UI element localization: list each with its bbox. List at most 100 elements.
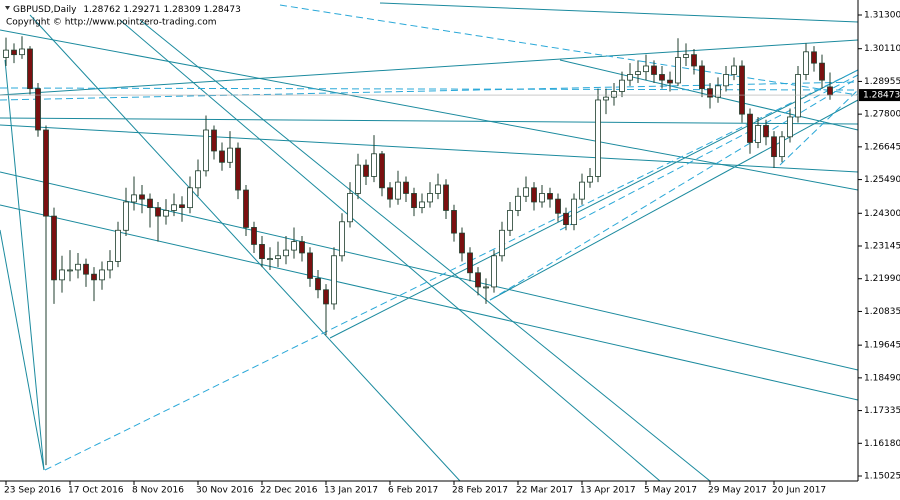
candle-body (251, 227, 257, 245)
candle-body (627, 74, 633, 81)
candle-body (75, 263, 81, 271)
candle-body (515, 195, 521, 211)
x-tick-label: 22 Dec 2016 (260, 486, 318, 496)
candle-body (451, 210, 457, 234)
y-tick-label: 1.15025 (864, 472, 900, 482)
candle-body (571, 198, 577, 226)
x-tick-label: 6 Feb 2017 (388, 486, 438, 496)
candle-body (691, 54, 697, 67)
candle-body (555, 198, 561, 214)
candle-body (779, 136, 785, 158)
candle-body (307, 252, 313, 279)
candle-body (395, 181, 401, 200)
candle-body (803, 51, 809, 75)
close: 1.28473 (204, 5, 241, 15)
candle-body (179, 204, 185, 209)
candle-body (291, 241, 297, 251)
x-tick-label: 17 Oct 2016 (68, 486, 124, 496)
header-icon (5, 6, 10, 10)
candle-body (315, 278, 321, 291)
candle-body (603, 96, 609, 101)
price-tag-label: 1.28473 (863, 91, 900, 101)
candle-body (379, 153, 385, 189)
low: 1.28309 (164, 5, 201, 15)
candle-body (195, 170, 201, 189)
high: 1.29271 (123, 5, 160, 15)
candle-body (523, 187, 529, 197)
candle-body (323, 289, 329, 305)
candle-body (667, 79, 673, 84)
candle-body (267, 258, 273, 261)
candle-body (587, 176, 593, 183)
candle-body (43, 129, 49, 217)
y-tick-label: 1.18490 (864, 373, 900, 383)
candle-body (635, 71, 641, 75)
candle-body (243, 189, 249, 228)
candle-body (739, 65, 745, 115)
candle-body (819, 62, 825, 81)
x-tick-label: 23 Sep 2016 (4, 486, 61, 496)
candle-body (531, 187, 537, 203)
price-tag (859, 89, 900, 102)
x-tick-label: 8 Nov 2016 (132, 486, 184, 496)
candle-body (283, 249, 289, 257)
candle-body (387, 187, 393, 200)
candle-body (499, 229, 505, 257)
candle-body (235, 147, 241, 191)
candle-body (259, 244, 265, 260)
candle-body (763, 125, 769, 138)
candle-body (547, 193, 553, 200)
candle-body (115, 229, 121, 262)
candle-body (707, 88, 713, 98)
candle-body (771, 136, 777, 158)
candle-body (675, 57, 681, 84)
x-tick-label: 29 May 2017 (708, 486, 767, 496)
candle-body (27, 48, 33, 90)
candle-body (435, 184, 441, 194)
candle-body (787, 116, 793, 138)
candle-body (411, 193, 417, 209)
candle-body (427, 193, 433, 203)
candle-body (491, 255, 497, 288)
candle-body (99, 269, 105, 281)
candle-body (107, 261, 113, 271)
candle-body (83, 263, 89, 275)
candle-body (347, 193, 353, 223)
candle-body (11, 49, 17, 56)
candle-body (699, 65, 705, 90)
candle-body (355, 164, 361, 194)
candle-body (731, 65, 737, 75)
candle-body (643, 65, 649, 73)
candle-body (51, 215, 57, 281)
candle-body (811, 51, 817, 64)
y-tick-label: 1.27800 (864, 110, 900, 120)
trendlines (0, 2, 858, 481)
candle-body (123, 201, 129, 231)
x-tick-label: 13 Jan 2017 (324, 486, 378, 496)
x-tick-label: 30 Nov 2016 (196, 486, 254, 496)
chart-header: GBPUSD,Daily 1.28762 1.29271 1.28309 1.2… (13, 5, 241, 15)
candle-body (371, 153, 377, 177)
candle-body (723, 74, 729, 87)
candle-body (67, 269, 73, 272)
x-tick-label: 13 Apr 2017 (580, 486, 636, 496)
y-tick-label: 1.16180 (864, 439, 900, 449)
candle-body (171, 204, 177, 211)
candle-body (35, 88, 41, 131)
x-tick-label: 20 Jun 2017 (772, 486, 826, 496)
candle-body (659, 74, 665, 81)
candle-body (611, 91, 617, 98)
candle-body (211, 129, 217, 152)
candle-body (595, 99, 601, 177)
candle-body (219, 150, 225, 163)
y-tick-label: 1.19645 (864, 341, 900, 351)
candle-body (619, 79, 625, 92)
candle-body (827, 86, 833, 96)
y-tick-label: 1.20835 (864, 307, 900, 317)
y-tick-label: 1.23145 (864, 242, 900, 252)
candle-body (3, 49, 9, 58)
y-tick-label: 1.24300 (864, 209, 900, 219)
